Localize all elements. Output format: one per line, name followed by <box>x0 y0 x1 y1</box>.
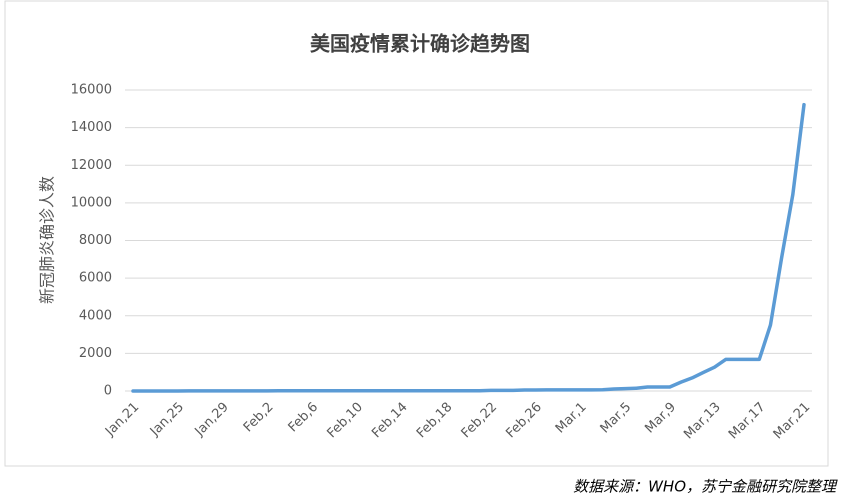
y-tick-label: 0 <box>104 384 112 399</box>
y-tick-label: 12000 <box>71 158 112 173</box>
y-tick-label: 2000 <box>79 346 112 361</box>
y-tick-label: 16000 <box>71 83 112 98</box>
chart-title: 美国疫情累计确诊趋势图 <box>310 32 530 56</box>
y-tick-label: 4000 <box>79 308 112 323</box>
y-tick-label: 6000 <box>79 271 112 286</box>
y-tick-label: 14000 <box>71 120 112 135</box>
y-tick-label: 8000 <box>79 233 112 248</box>
y-tick-label: 10000 <box>71 195 112 210</box>
data-line <box>131 102 806 393</box>
source-note: 数据来源：WHO，苏宁金融研究院整理 <box>573 478 838 496</box>
y-axis-label: 新冠肺炎确诊人数 <box>38 176 57 304</box>
chart-frame <box>4 0 829 467</box>
